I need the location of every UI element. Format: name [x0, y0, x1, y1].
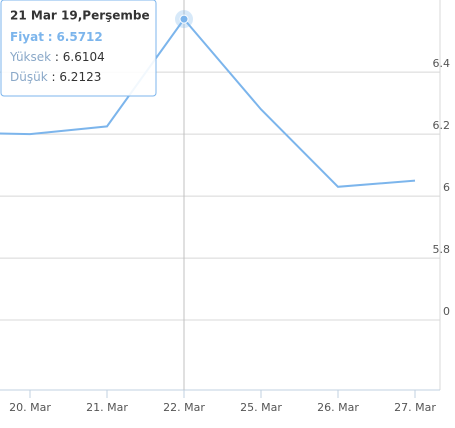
y-tick-label: 0 [443, 305, 450, 318]
y-tick-label: 6 [443, 181, 450, 194]
tooltip-title: 21 Mar 19,Perşembe [10, 9, 150, 23]
x-tick-label: 27. Mar [394, 401, 436, 414]
y-tick-label: 6.4 [433, 57, 451, 70]
tooltip-value: 6.5712 [56, 30, 102, 44]
tooltip-label: Yüksek [9, 50, 51, 64]
tooltip: 21 Mar 19,Perşembe Fiyat : 6.5712 Yüksek :… [0, 0, 157, 97]
x-tick-label: 22. Mar [163, 401, 205, 414]
point [179, 14, 189, 24]
tooltip-row: Yüksek : 6.6104 [9, 50, 105, 64]
tooltip-row: Düşük : 6.2123 [10, 70, 101, 84]
y-tick-label: 5.8 [433, 243, 451, 256]
y-tick-label: 6.2 [433, 119, 451, 132]
tooltip-separator: : [48, 30, 53, 44]
tooltip-box [0, 0, 157, 97]
x-tick-label: 25. Mar [240, 401, 282, 414]
tooltip-label: Fiyat [10, 30, 44, 44]
x-tick-label: 21. Mar [86, 401, 128, 414]
x-tick-label: 20. Mar [9, 401, 51, 414]
x-tick-label: 26. Mar [317, 401, 359, 414]
tooltip-separator: : [55, 50, 59, 64]
tooltip-value: 6.6104 [63, 50, 105, 64]
tooltip-label: Düşük [10, 70, 48, 84]
tooltip-value: 6.2123 [59, 70, 101, 84]
tooltip-row: Fiyat : 6.5712 [10, 30, 103, 44]
tooltip-separator: : [51, 70, 55, 84]
